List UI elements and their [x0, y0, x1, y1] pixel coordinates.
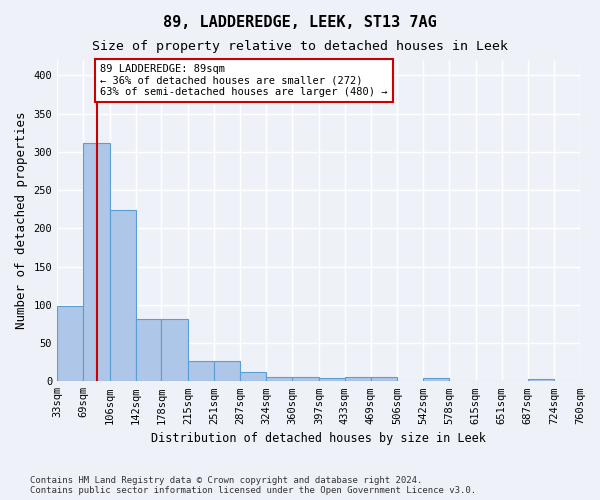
- Bar: [371, 376, 397, 382]
- Bar: [110, 210, 136, 382]
- X-axis label: Distribution of detached houses by size in Leek: Distribution of detached houses by size …: [151, 432, 486, 445]
- Bar: [527, 379, 554, 382]
- Bar: [57, 306, 83, 382]
- Bar: [292, 378, 319, 382]
- Bar: [266, 376, 292, 382]
- Bar: [214, 362, 240, 382]
- Text: Contains HM Land Registry data © Crown copyright and database right 2024.
Contai: Contains HM Land Registry data © Crown c…: [30, 476, 476, 495]
- Text: 89 LADDEREDGE: 89sqm
← 36% of detached houses are smaller (272)
63% of semi-deta: 89 LADDEREDGE: 89sqm ← 36% of detached h…: [100, 64, 388, 97]
- Bar: [423, 378, 449, 382]
- Bar: [319, 378, 345, 382]
- Bar: [240, 372, 266, 382]
- Bar: [161, 320, 188, 382]
- Bar: [136, 320, 161, 382]
- Y-axis label: Number of detached properties: Number of detached properties: [15, 112, 28, 330]
- Bar: [345, 378, 371, 382]
- Text: 89, LADDEREDGE, LEEK, ST13 7AG: 89, LADDEREDGE, LEEK, ST13 7AG: [163, 15, 437, 30]
- Text: Size of property relative to detached houses in Leek: Size of property relative to detached ho…: [92, 40, 508, 53]
- Bar: [83, 142, 110, 382]
- Bar: [188, 362, 214, 382]
